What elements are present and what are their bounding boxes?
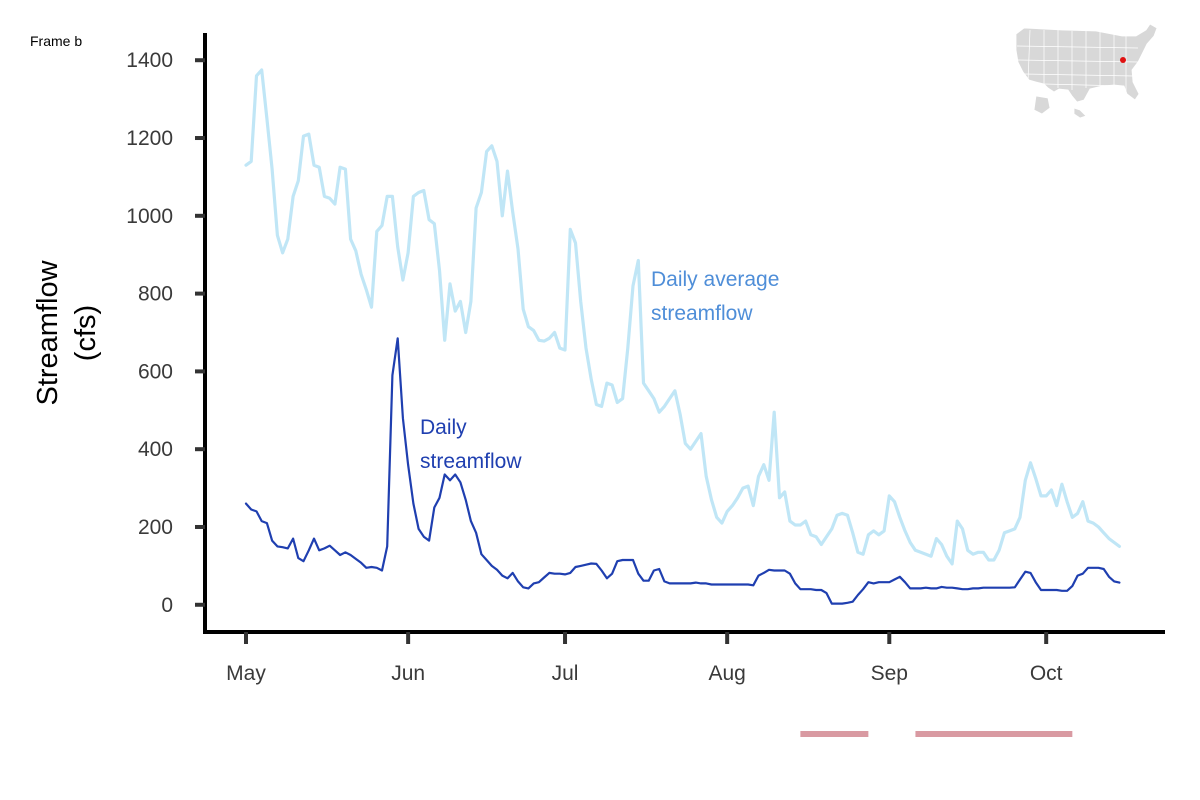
y-tick-label: 800 <box>138 283 173 306</box>
annotation-average-line-1: Daily average <box>651 268 779 291</box>
annotation-daily-line-1: Daily <box>420 416 467 439</box>
frame-label: Frame b <box>30 33 82 49</box>
y-tick-label: 600 <box>138 360 173 383</box>
x-tick-label: Jun <box>391 662 425 685</box>
y-tick-label: 0 <box>161 594 173 617</box>
series-line-daily <box>244 337 1121 605</box>
x-tick-label: Aug <box>708 662 745 685</box>
y-axis-title: Streamflow (cfs) <box>32 259 102 405</box>
site-marker <box>1120 57 1126 63</box>
annotation-daily-line-2: streamflow <box>420 450 522 473</box>
annotations: Daily average streamflow Daily streamflow <box>420 268 779 473</box>
x-tick-label: May <box>226 662 266 685</box>
series-layer <box>244 68 1121 605</box>
x-tick-label: Jul <box>552 662 579 685</box>
annotation-average-line-2: streamflow <box>651 302 753 325</box>
y-tick-label: 1400 <box>126 49 173 72</box>
x-tick-label: Sep <box>871 662 908 685</box>
y-axis-title-line-1: Streamflow <box>32 259 64 405</box>
us-map-icon <box>1015 23 1158 119</box>
us-map-borders <box>1016 29 1139 92</box>
y-tick-label: 400 <box>138 438 173 461</box>
y-axis-title-line-2: (cfs) <box>70 305 102 361</box>
us-map-shape <box>1015 23 1158 119</box>
axes: 0 200 400 600 800 1000 1200 1400 May Jun Jul Aug Sep… <box>126 33 1165 685</box>
x-tick-label: Oct <box>1030 662 1063 685</box>
series-line-average <box>244 68 1121 566</box>
y-tick-label: 1000 <box>126 205 173 228</box>
y-tick-label: 200 <box>138 516 173 539</box>
y-tick-label: 1200 <box>126 127 173 150</box>
